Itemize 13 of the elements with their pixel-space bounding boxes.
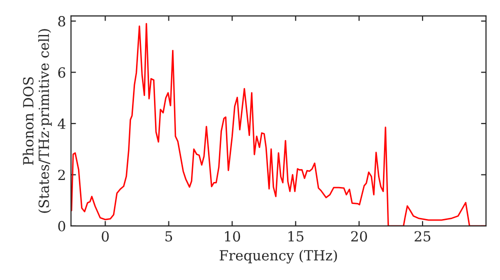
x-tick-label: 15 xyxy=(288,231,304,242)
y-tick-label: 4 xyxy=(58,118,66,129)
x-tick-label: 10 xyxy=(225,231,240,242)
y-tick-label: 0 xyxy=(58,220,66,232)
x-axis-title: Frequency (THz) xyxy=(220,250,337,264)
y-tick-label: 8 xyxy=(58,16,66,27)
x-tick-label: 5 xyxy=(165,231,172,242)
y-tick-label: 6 xyxy=(58,67,66,78)
y-tick-label: 2 xyxy=(58,170,65,180)
x-tick-label: 25 xyxy=(414,231,430,242)
y-axis-title: Phonon DOS (States/THz·primitive cell) xyxy=(22,29,52,213)
x-tick-label: 20 xyxy=(351,231,368,242)
x-tick-label: 0 xyxy=(102,231,109,242)
